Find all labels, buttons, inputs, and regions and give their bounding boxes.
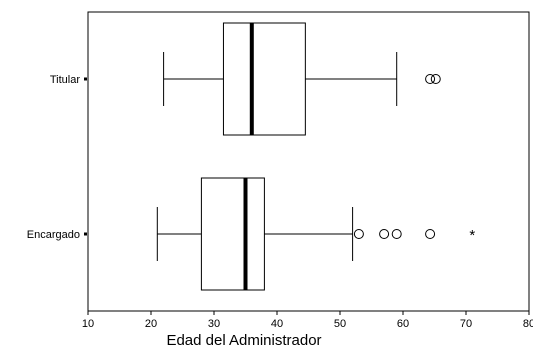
x-tick-label: 70 [460, 318, 472, 330]
y-tick-label: Encargado [27, 229, 80, 241]
outlier-point [425, 74, 436, 84]
outlier-point [353, 229, 364, 239]
x-tick-label: 40 [271, 318, 283, 330]
y-tick-label: Titular [50, 74, 80, 86]
extreme-point: * [469, 227, 475, 244]
x-tick-label: 80 [523, 318, 533, 330]
x-tick-label: 20 [145, 318, 157, 330]
plot-area-frame [87, 11, 530, 312]
x-axis-title: Edad del Administrador [166, 332, 321, 349]
x-tick-label: 10 [82, 318, 94, 330]
y-tick [84, 232, 87, 236]
outlier-point [379, 229, 390, 239]
y-tick [84, 77, 87, 81]
box-group-encargado: * [156, 177, 475, 291]
iqr-box [200, 177, 265, 291]
outlier-point [430, 74, 441, 84]
outlier-point [425, 229, 436, 239]
x-tick-label: 60 [397, 318, 409, 330]
boxes-layer: * [156, 22, 475, 291]
x-tick-label: 30 [208, 318, 220, 330]
y-axis: Titular Encargado [27, 74, 87, 241]
x-tick-label: 50 [334, 318, 346, 330]
box-group-titular [163, 22, 441, 136]
x-axis: 10 20 30 40 50 60 70 80 [82, 311, 533, 330]
iqr-box [222, 22, 306, 136]
outlier-point [391, 229, 402, 239]
